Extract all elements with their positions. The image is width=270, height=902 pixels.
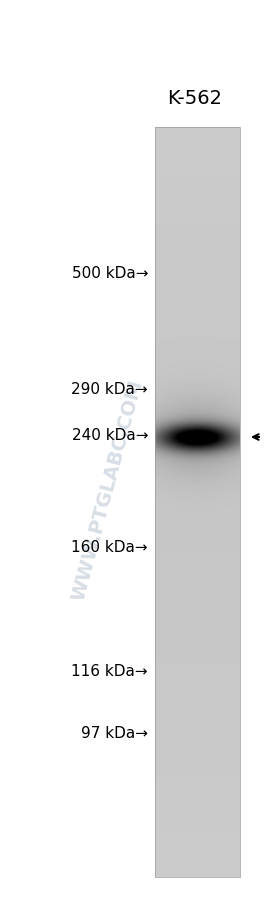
Text: 116 kDa→: 116 kDa→ bbox=[71, 664, 148, 678]
Text: 290 kDa→: 290 kDa→ bbox=[71, 382, 148, 397]
Text: 160 kDa→: 160 kDa→ bbox=[71, 540, 148, 555]
Text: K-562: K-562 bbox=[167, 89, 222, 108]
Bar bbox=[155, 128, 240, 877]
Text: 97 kDa→: 97 kDa→ bbox=[81, 724, 148, 740]
Text: WWW.PTGLABC.COM: WWW.PTGLABC.COM bbox=[69, 377, 147, 602]
Text: 500 kDa→: 500 kDa→ bbox=[72, 265, 148, 281]
Text: 240 kDa→: 240 kDa→ bbox=[72, 427, 148, 442]
